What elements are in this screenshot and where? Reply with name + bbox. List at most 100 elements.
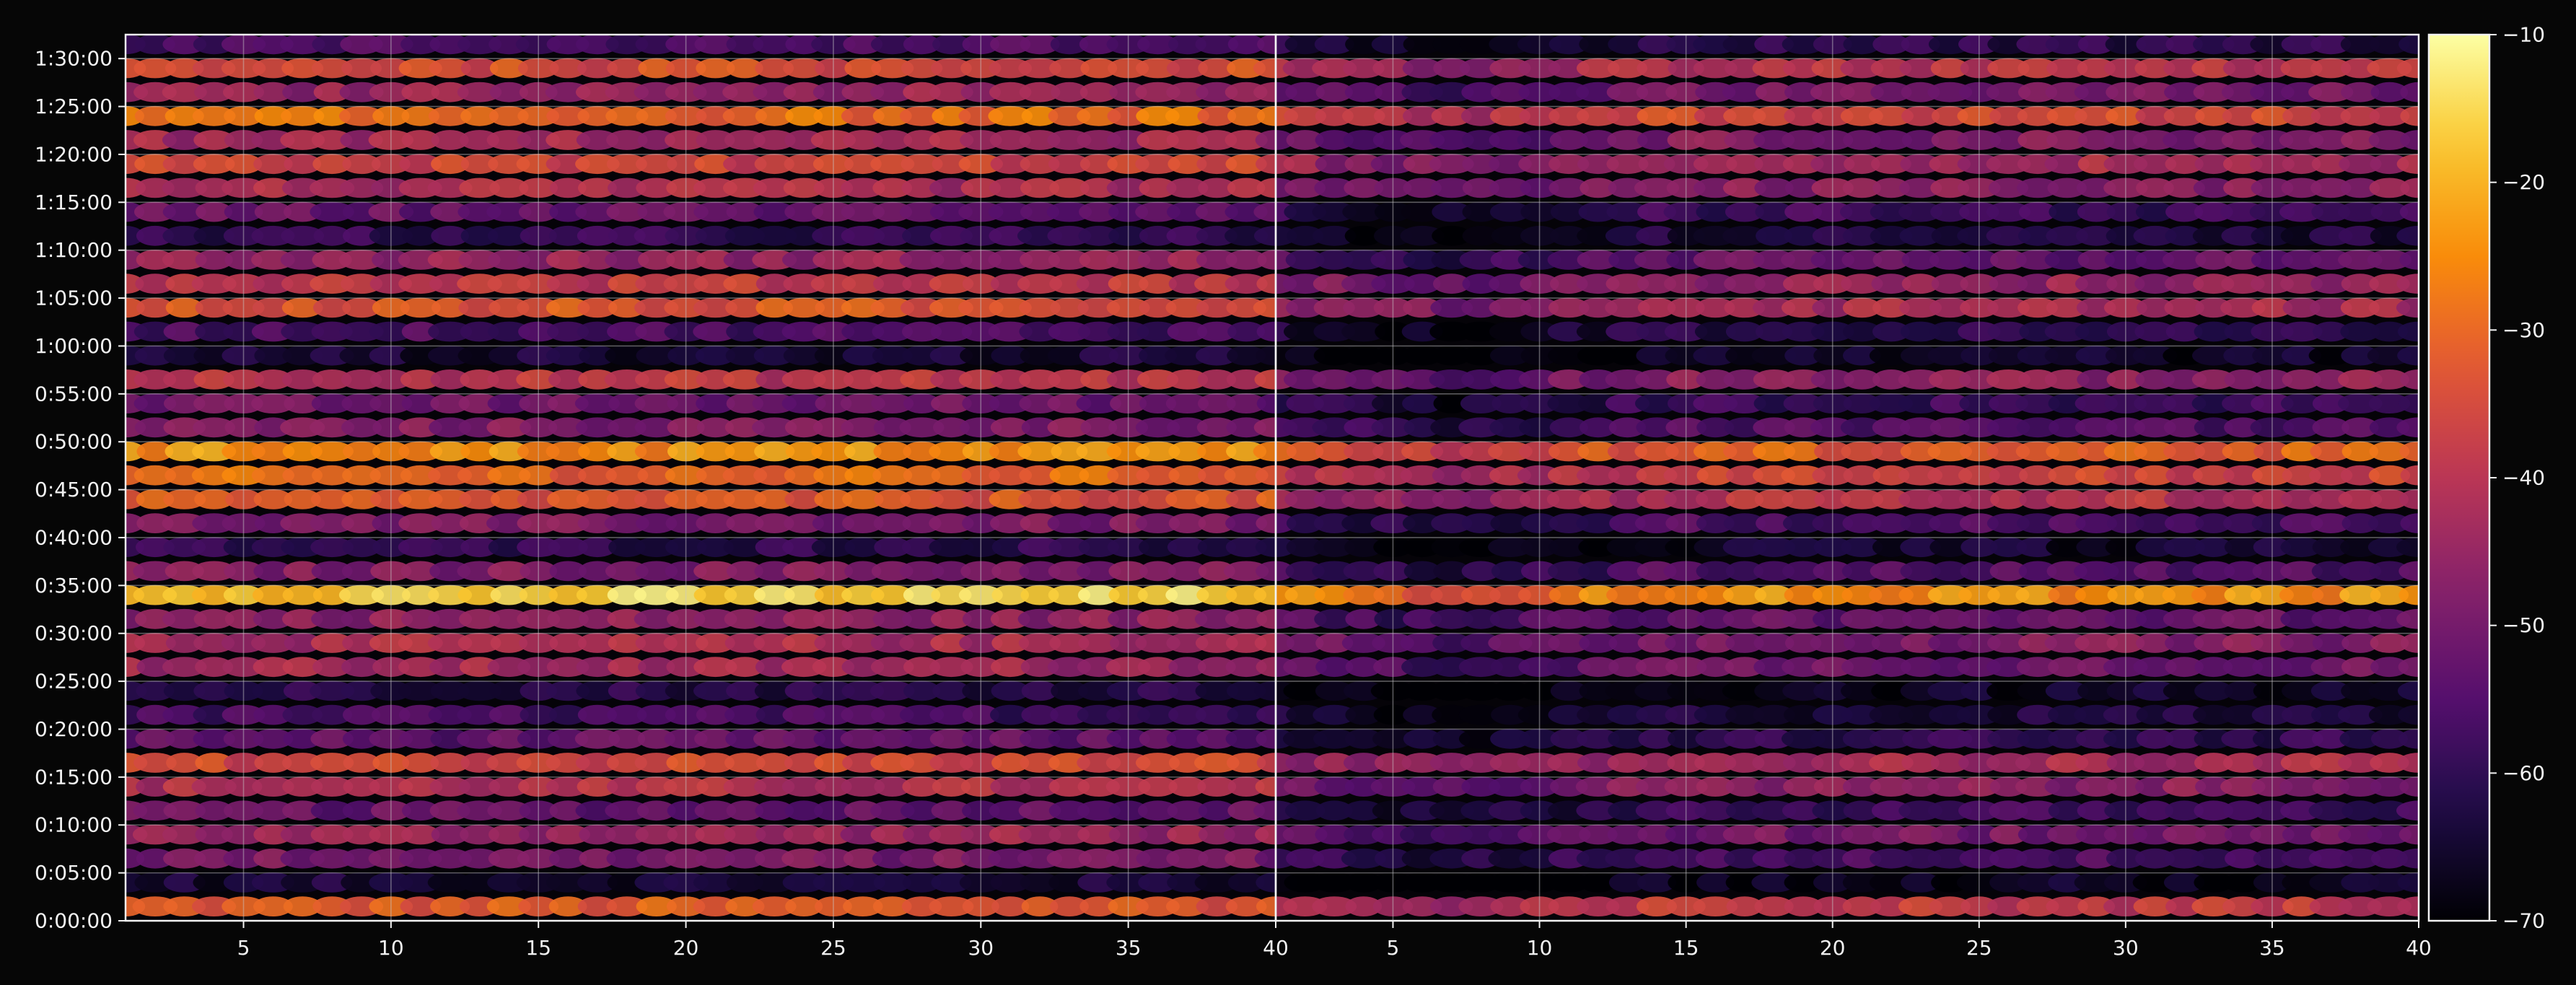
heatmap-cell [2106,273,2145,294]
heatmap-cell [342,848,381,869]
heatmap-cell [341,561,382,582]
heatmap-cell [2077,680,2116,701]
heatmap-cell [605,561,649,582]
heatmap-cell [2193,273,2235,294]
heatmap-row [126,561,1276,582]
heatmap-cell [1108,58,1149,79]
heatmap-cell [753,201,795,222]
heatmap-cell [1693,154,1738,175]
heatmap-cell [2163,417,2205,438]
heatmap-cell [193,393,235,413]
heatmap-cell [1021,417,1059,438]
heatmap-cell [2310,58,2352,79]
heatmap-cell [726,58,763,79]
heatmap-cell [1841,680,1883,701]
heatmap-cell [2253,800,2291,821]
heatmap-cell [755,800,794,821]
heatmap-cell [1198,393,1236,413]
heatmap-row [1276,225,2419,246]
heatmap-cell [2193,35,2235,55]
heatmap-cell [371,800,411,821]
heatmap-cell [430,728,470,749]
heatmap-cell [1167,561,1207,582]
heatmap-cell [1076,273,1121,294]
heatmap-cell [401,82,439,102]
heatmap-cell [1929,321,1971,342]
heatmap-cell [518,896,559,916]
heatmap-cell [785,441,823,462]
heatmap-cell [1986,369,2030,390]
heatmap-cell [279,35,325,55]
heatmap-cell [2016,657,2059,678]
heatmap-cell [548,537,588,558]
heatmap-cell [1021,105,1059,126]
heatmap-cell [1223,561,1269,582]
heatmap-cell [2282,704,2321,725]
heatmap-cell [1048,537,1090,558]
heatmap-cell [843,35,883,55]
heatmap-cell [1608,657,1647,678]
heatmap-cell [2313,369,2349,390]
heatmap-cell [1432,633,1471,653]
heatmap-cell [2398,585,2419,605]
heatmap-cell [960,58,1002,79]
heatmap-cell [1078,537,1119,558]
heatmap-cell [931,393,972,413]
heatmap-cell [2252,465,2292,486]
heatmap-cell [724,824,766,845]
heatmap-cell [1637,58,1677,79]
heatmap-cell [1987,58,2030,79]
heatmap-cell [607,872,647,893]
heatmap-cell [136,178,175,198]
heatmap-cell [549,58,587,79]
heatmap-cell [460,105,499,126]
heatmap-cell [343,441,380,462]
heatmap-cell [459,657,500,678]
heatmap-cell [1520,345,1559,366]
heatmap-cell [1312,561,1357,582]
heatmap-cell [192,105,236,126]
heatmap-cell [903,824,941,845]
heatmap-cell [577,297,618,318]
axes-frames [124,33,2420,922]
heatmap-cell [2194,728,2233,749]
heatmap-cell [962,800,1000,821]
heatmap-cell [401,824,440,845]
heatmap-cell [784,680,823,701]
heatmap-cell [723,273,767,294]
heatmap-cell [1576,513,1621,533]
heatmap-cell [1548,154,1590,175]
heatmap-cell [634,225,679,246]
heatmap-cell [430,201,470,222]
heatmap-row [1276,680,2419,701]
heatmap-cell [1872,35,1910,55]
heatmap-cell [1782,800,1825,821]
heatmap-cell [1373,489,1413,509]
heatmap-cell [1634,441,1679,462]
heatmap-cell [1869,345,1913,366]
heatmap-cell [1841,561,1882,582]
heatmap-cell [579,824,616,845]
heatmap-cell [1754,680,1794,701]
heatmap-cell [2135,848,2175,869]
heatmap-cell [165,465,205,486]
heatmap-row [126,35,1276,55]
heatmap-cell [929,82,973,102]
heatmap-cell [929,657,973,678]
heatmap-cell [1929,393,1970,413]
heatmap-cell [1256,489,1276,509]
colorbar-tick-label: −10 [2502,23,2545,47]
heatmap-cell [1050,704,1089,725]
heatmap-cell [2221,225,2265,246]
heatmap-cell [369,872,413,893]
heatmap-cell [2104,250,2147,270]
heatmap-cell [1753,704,1795,725]
heatmap-cell [814,489,853,509]
heatmap-cell [606,753,647,773]
heatmap-cell [1521,561,1558,582]
heatmap-cell [2280,58,2323,79]
heatmap-cell [401,393,439,413]
heatmap-cell [1898,896,1943,916]
heatmap-cell [608,297,646,318]
heatmap-cell [1931,273,1968,294]
